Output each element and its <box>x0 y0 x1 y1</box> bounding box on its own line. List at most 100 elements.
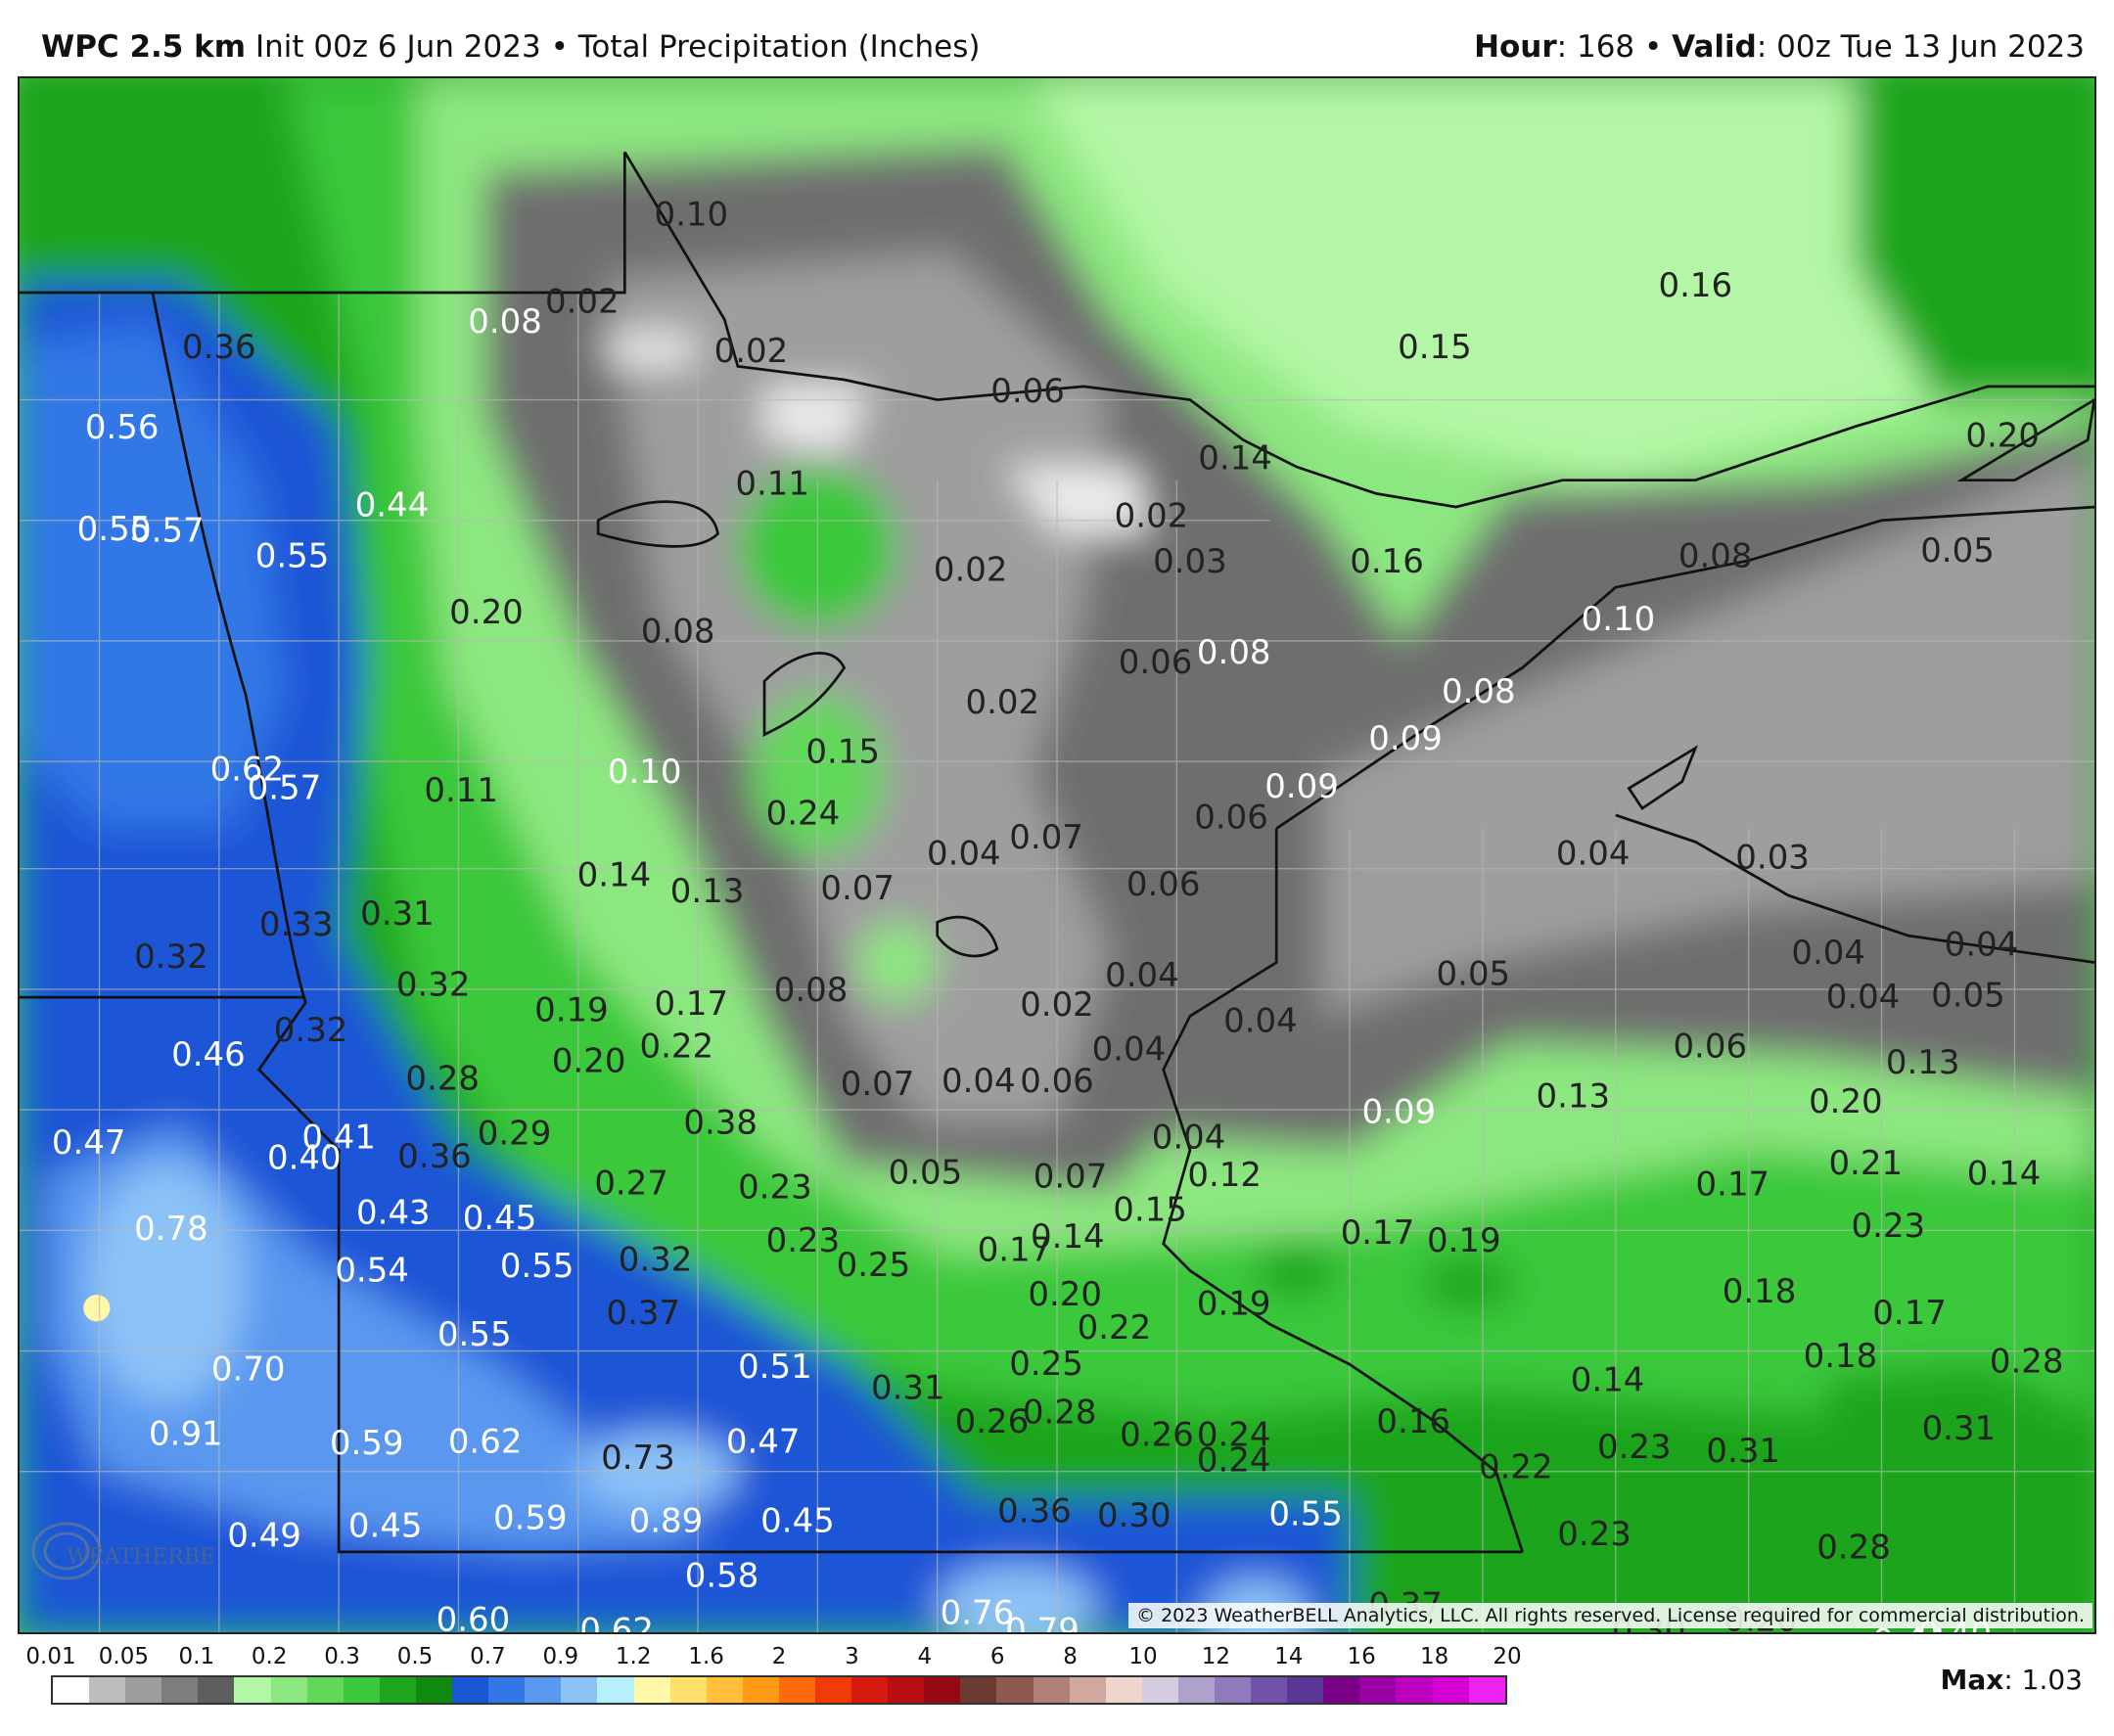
precip-value-label: 0.28 <box>1990 1342 2064 1381</box>
precip-value-label: 0.89 <box>629 1501 704 1540</box>
scale-tick-label: 0.5 <box>396 1644 434 1669</box>
copyright-notice: © 2023 WeatherBELL Analytics, LLC. All r… <box>1128 1603 2092 1628</box>
scale-swatch <box>669 1677 707 1703</box>
scale-tick-label: 20 <box>1493 1644 1522 1669</box>
precip-value-label: 0.06 <box>1194 798 1268 837</box>
precip-value-label: 0.04 <box>1791 934 1865 973</box>
precip-value-label: 0.05 <box>1931 977 2005 1016</box>
scale-swatch <box>525 1677 562 1703</box>
precip-value-label: 0.23 <box>1597 1428 1672 1467</box>
max-value: Max: 1.03 <box>1940 1664 2083 1696</box>
precip-value-label: 0.14 <box>1198 439 1272 479</box>
precip-value-label: 0.59 <box>493 1498 568 1537</box>
precip-value-label: 0.05 <box>1437 955 1511 994</box>
scale-swatch <box>633 1677 670 1703</box>
precip-value-label: 0.09 <box>1264 767 1339 806</box>
precip-value-label: 0.55 <box>255 537 330 576</box>
scale-tick-label: 4 <box>917 1644 933 1669</box>
precip-value-label: 0.32 <box>274 1011 348 1050</box>
precip-value-label: 0.28 <box>1816 1529 1891 1568</box>
scale-tick-label: 2 <box>771 1644 787 1669</box>
precip-value-label: 0.47 <box>52 1123 126 1163</box>
precip-value-label: 0.07 <box>1009 818 1083 857</box>
precip-value-label: 0.06 <box>1126 865 1201 904</box>
valid-value: : 00z Tue 13 Jun 2023 <box>1756 29 2085 65</box>
scale-tick-label: 1.6 <box>688 1644 724 1669</box>
scale-tick-label: 0.3 <box>324 1644 360 1669</box>
precip-value-label: 0.10 <box>654 195 728 234</box>
precip-value-label: 0.30 <box>1097 1496 1172 1535</box>
max-label: Max <box>1940 1664 2004 1696</box>
map-title: WPC 2.5 km Init 00z 6 Jun 2023 • Total P… <box>41 23 980 70</box>
precip-value-label: 0.02 <box>714 332 789 371</box>
precip-value-label: 0.17 <box>1696 1165 1770 1205</box>
precip-value-label: 0.16 <box>1350 542 1424 581</box>
precip-value-label: 0.20 <box>1965 416 2040 455</box>
precip-value-label: 0.08 <box>1678 537 1753 576</box>
precip-value-label: 0.27 <box>594 1164 668 1203</box>
precip-value-label: 0.15 <box>1113 1191 1187 1230</box>
precip-value-label: 0.10 <box>608 753 682 792</box>
precip-value-label: 0.06 <box>1020 1062 1094 1101</box>
precip-value-label: 0.23 <box>766 1221 841 1260</box>
precip-value-label: 0.59 <box>330 1424 404 1463</box>
precip-value-label: 0.19 <box>1197 1284 1271 1323</box>
model-name: WPC 2.5 km <box>41 29 247 65</box>
valid-info: Hour: 168 • Valid: 00z Tue 13 Jun 2023 <box>1474 23 2085 70</box>
scale-swatch <box>1323 1677 1360 1703</box>
scale-swatch <box>1432 1677 1469 1703</box>
scale-tick-label: 18 <box>1419 1644 1449 1669</box>
precip-value-label: 0.05 <box>889 1153 963 1192</box>
precip-value-label: 0.60 <box>437 1600 511 1634</box>
scale-swatch <box>706 1677 743 1703</box>
scale-swatch <box>1468 1677 1505 1703</box>
precip-value-label: 0.22 <box>1078 1308 1152 1348</box>
scale-swatch <box>488 1677 526 1703</box>
scale-tick-label: 8 <box>1063 1644 1078 1669</box>
precip-value-label: 0.04 <box>1105 956 1179 995</box>
precip-value-label: 0.73 <box>601 1439 675 1478</box>
precip-value-label: 0.06 <box>990 372 1065 411</box>
precip-value-label: 0.07 <box>841 1065 915 1104</box>
valid-separator: • <box>1644 29 1663 65</box>
scale-tick-label: 3 <box>845 1644 859 1669</box>
scale-swatch <box>888 1677 925 1703</box>
scale-swatch <box>379 1677 416 1703</box>
title-separator: • <box>550 29 569 65</box>
color-scale-bar <box>51 1675 1507 1705</box>
precip-value-label: 0.24 <box>1197 1416 1271 1455</box>
precip-value-label: 0.31 <box>871 1369 945 1408</box>
precip-value-label: 0.08 <box>1197 633 1271 672</box>
precip-value-label: 0.56 <box>85 408 160 447</box>
precip-value-label: 0.13 <box>670 872 745 911</box>
precip-value-label: 0.04 <box>927 834 1001 873</box>
precip-value-label: 0.22 <box>1479 1447 1553 1486</box>
precip-value-label: 0.45 <box>760 1501 835 1540</box>
scale-tick-label: 0.9 <box>542 1644 579 1669</box>
precip-value-label: 0.63 <box>793 1630 867 1634</box>
scale-swatch <box>1105 1677 1142 1703</box>
precip-value-label: 0.49 <box>227 1516 301 1555</box>
precip-value-label: 0.46 <box>171 1035 246 1074</box>
scale-tick-label: 6 <box>989 1644 1005 1669</box>
scale-swatch <box>1287 1677 1324 1703</box>
precip-value-label: 0.37 <box>607 1294 681 1333</box>
precip-value-label: 0.45 <box>348 1507 423 1546</box>
scale-swatch <box>343 1677 380 1703</box>
precip-value-label: 0.16 <box>1659 266 1733 305</box>
scale-tick-label: 0.7 <box>470 1644 506 1669</box>
precip-value-label: 0.08 <box>774 971 849 1010</box>
precip-value-label: 0.17 <box>1341 1213 1415 1253</box>
precip-value-label: 0.26 <box>1120 1416 1194 1455</box>
scale-swatch <box>1141 1677 1178 1703</box>
precip-value-label: 0.55 <box>77 510 152 549</box>
scale-swatch <box>53 1677 90 1703</box>
precip-value-label: 0.13 <box>1536 1076 1610 1116</box>
precip-value-label: 0.32 <box>619 1240 693 1279</box>
precip-value-label: 0.28 <box>1023 1393 1097 1432</box>
precip-value-label: 0.14 <box>1031 1217 1105 1256</box>
scale-swatch <box>1396 1677 1433 1703</box>
precip-value-label: 0.47 <box>726 1422 801 1461</box>
precip-value-label: 0.78 <box>134 1210 208 1249</box>
precip-value-label: 0.23 <box>1852 1207 1926 1246</box>
